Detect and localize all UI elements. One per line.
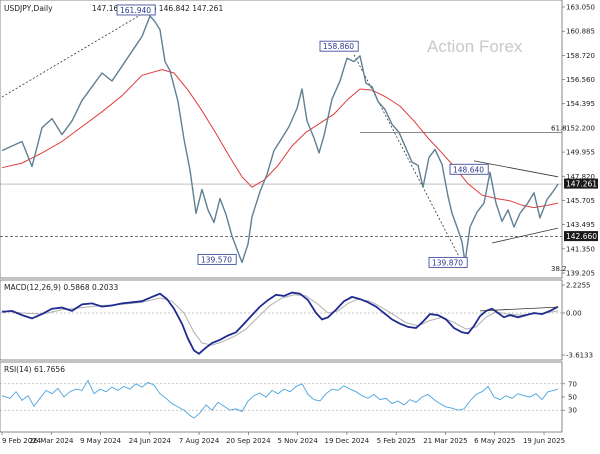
ema-line xyxy=(1,69,559,209)
macd-signal-line xyxy=(1,294,559,346)
main-title: USDJPY,Daily xyxy=(4,4,53,13)
macd-tick-label: 2.2255 xyxy=(566,282,591,290)
rsi-tick-label: 50 xyxy=(568,394,577,402)
price-panel-frame xyxy=(0,0,563,279)
price-tick-label: 149.955 xyxy=(566,149,595,157)
x-tick-label: 20 Sep 2024 xyxy=(226,437,271,445)
price-tick-label: 163.050 xyxy=(566,4,595,12)
fib-618-label: 61.8 xyxy=(551,124,567,132)
watermark: Action Forex xyxy=(427,37,523,56)
rsi-title: RSI(14) 61.7656 xyxy=(4,365,65,374)
price-line xyxy=(1,15,559,264)
mid-label: 148.640 xyxy=(453,165,484,174)
price-tick-label: 145.705 xyxy=(566,197,595,205)
support-price-box xyxy=(564,231,598,242)
current-price-label: 147.261 xyxy=(566,180,597,189)
rsi-group: 70 50 30 xyxy=(0,379,577,419)
price-tick-label: 143.495 xyxy=(566,221,595,229)
macd-title: MACD(12,26,9) 0.5868 0.2033 xyxy=(4,283,118,292)
x-tick-label: 19 Jun 2025 xyxy=(523,437,565,445)
price-tick-label: 160.885 xyxy=(566,28,595,36)
x-tick-label: 9 May 2024 xyxy=(80,437,122,445)
macd-trendline xyxy=(479,306,559,312)
rsi-line xyxy=(1,379,559,419)
price-tick-label: 139.205 xyxy=(566,270,595,278)
rsi-panel-frame xyxy=(0,361,563,433)
x-tick-label: 21 Mar 2025 xyxy=(423,437,467,445)
dotted-trendline xyxy=(353,54,466,269)
price-annotations: 161.940 139.570 158.860 148.640 139.870 61.8 3… xyxy=(116,4,598,273)
price-tick-label: 154.395 xyxy=(566,100,595,108)
main-ohlc: 147.167 147.566 146.842 147.261 xyxy=(92,4,223,13)
peak-label-box xyxy=(116,4,156,16)
x-tick-label: 9 Feb 2024 xyxy=(2,437,42,445)
peak2-label-box xyxy=(319,40,359,52)
x-tick-label: 6 May 2025 xyxy=(474,437,515,445)
macd-tick-label: -3.6133 xyxy=(566,352,593,360)
x-tick-label: 26 Mar 2024 xyxy=(29,437,74,445)
low1-label-box xyxy=(197,253,237,265)
support-price-label: 142.660 xyxy=(566,232,597,241)
price-tick-label: 158.720 xyxy=(566,52,595,60)
x-tick-label: 5 Feb 2025 xyxy=(377,437,416,445)
price-tick-label: 156.560 xyxy=(566,76,595,84)
price-tick-label: 147.820 xyxy=(566,173,595,181)
panel-frames xyxy=(0,0,563,433)
macd-tick-label: 0.00 xyxy=(566,310,582,318)
ema-line-group xyxy=(1,69,559,209)
price-tick-label: 141.350 xyxy=(566,245,595,253)
channel-trendline xyxy=(473,160,559,178)
rsi-tick-label: 70 xyxy=(568,380,577,388)
fib-382-label: 38.2 xyxy=(551,265,567,273)
peak-label: 161.940 xyxy=(120,6,151,15)
low2-label-box xyxy=(428,256,468,268)
macd-line xyxy=(1,291,559,355)
price-line-group xyxy=(1,15,559,264)
macd-group: 2.2255 0.00 -3.6133 xyxy=(0,282,593,360)
current-price-box xyxy=(564,178,598,189)
channel-trendline xyxy=(491,227,559,244)
x-tick-label: 7 Aug 2024 xyxy=(179,437,220,445)
mid-label-box xyxy=(449,163,489,175)
peak2-label: 158.860 xyxy=(323,42,354,51)
low2-label: 139.870 xyxy=(432,258,463,267)
x-tick-label: 19 Dec 2024 xyxy=(325,437,370,445)
low1-label: 139.570 xyxy=(201,255,232,264)
x-tick-label: 5 Nov 2024 xyxy=(277,437,318,445)
price-axis-ticks: 163.050 160.885 158.720 156.560 154.395 152.2… xyxy=(562,4,595,278)
dotted-trendline xyxy=(1,6,155,98)
price-tick-label: 152.200 xyxy=(566,124,595,132)
price-levels xyxy=(0,131,562,237)
x-tick-label: 24 Jun 2024 xyxy=(129,437,172,445)
macd-panel-frame xyxy=(0,279,563,361)
rsi-tick-label: 30 xyxy=(568,407,577,415)
